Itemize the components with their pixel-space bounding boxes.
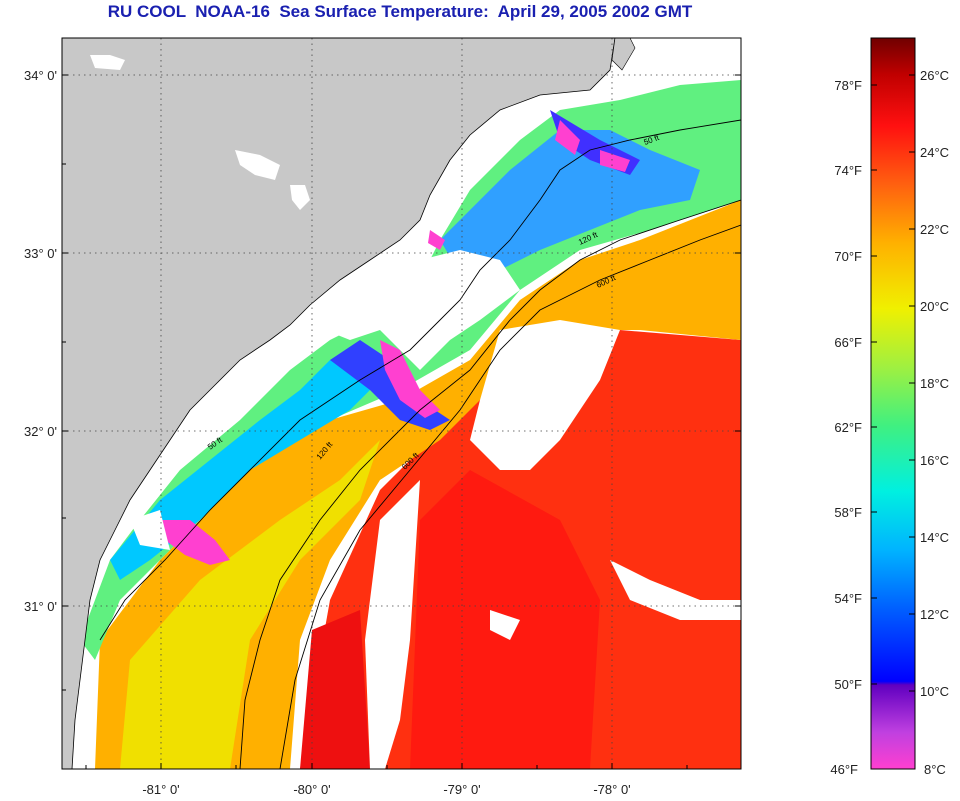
map-panel: 50 ft 120 ft 600 ft 50 ft 120 ft 600 ft [62, 38, 741, 769]
lon-label-80: -80° 0' [293, 782, 330, 797]
f-label-70: 70°F [834, 249, 862, 264]
colorbar [870, 37, 916, 770]
axis-ticks [62, 74, 741, 769]
f-label-50: 50°F [834, 677, 862, 692]
latitude-labels: 34° 0' 33° 0' 32° 0' 31° 0' [24, 68, 57, 614]
lat-label-34: 34° 0' [24, 68, 57, 83]
colorbar-f-ticks [871, 84, 877, 685]
c-label-26: 26°C [920, 68, 949, 83]
land-mass [62, 38, 616, 769]
f-label-74: 74°F [834, 163, 862, 178]
c-label-24: 24°C [920, 145, 949, 160]
c-label-8: 8°C [924, 762, 946, 777]
c-label-14: 14°C [920, 530, 949, 545]
lon-label-78: -78° 0' [593, 782, 630, 797]
f-label-78: 78°F [834, 78, 862, 93]
cloud-area [300, 250, 520, 370]
longitude-labels: -81° 0' -80° 0' -79° 0' -78° 0' [142, 782, 630, 797]
lat-label-31: 31° 0' [24, 599, 57, 614]
lat-label-32: 32° 0' [24, 424, 57, 439]
map-frame [61, 37, 742, 770]
c-label-22: 22°C [920, 222, 949, 237]
map-title: RU COOL NOAA-16 Sea Surface Temperature:… [107, 2, 693, 21]
c-label-12: 12°C [920, 607, 949, 622]
f-label-46: 46°F [830, 762, 858, 777]
lon-label-81: -81° 0' [142, 782, 179, 797]
colorbar-c-ticks [909, 74, 915, 692]
graticule [62, 38, 741, 769]
c-label-16: 16°C [920, 453, 949, 468]
isobath-lines [99, 119, 741, 769]
c-label-20: 20°C [920, 299, 949, 314]
f-label-58: 58°F [834, 505, 862, 520]
c-label-10: 10°C [920, 684, 949, 699]
f-label-54: 54°F [834, 591, 862, 606]
colorbar-fahrenheit-labels: 78°F 74°F 70°F 66°F 62°F 58°F 54°F 50°F … [830, 78, 862, 777]
f-label-66: 66°F [834, 335, 862, 350]
lon-label-79: -79° 0' [443, 782, 480, 797]
f-label-62: 62°F [834, 420, 862, 435]
lat-label-33: 33° 0' [24, 246, 57, 261]
colorbar-celsius-labels: 26°C 24°C 22°C 20°C 18°C 16°C 14°C 12°C … [920, 68, 949, 777]
c-label-18: 18°C [920, 376, 949, 391]
